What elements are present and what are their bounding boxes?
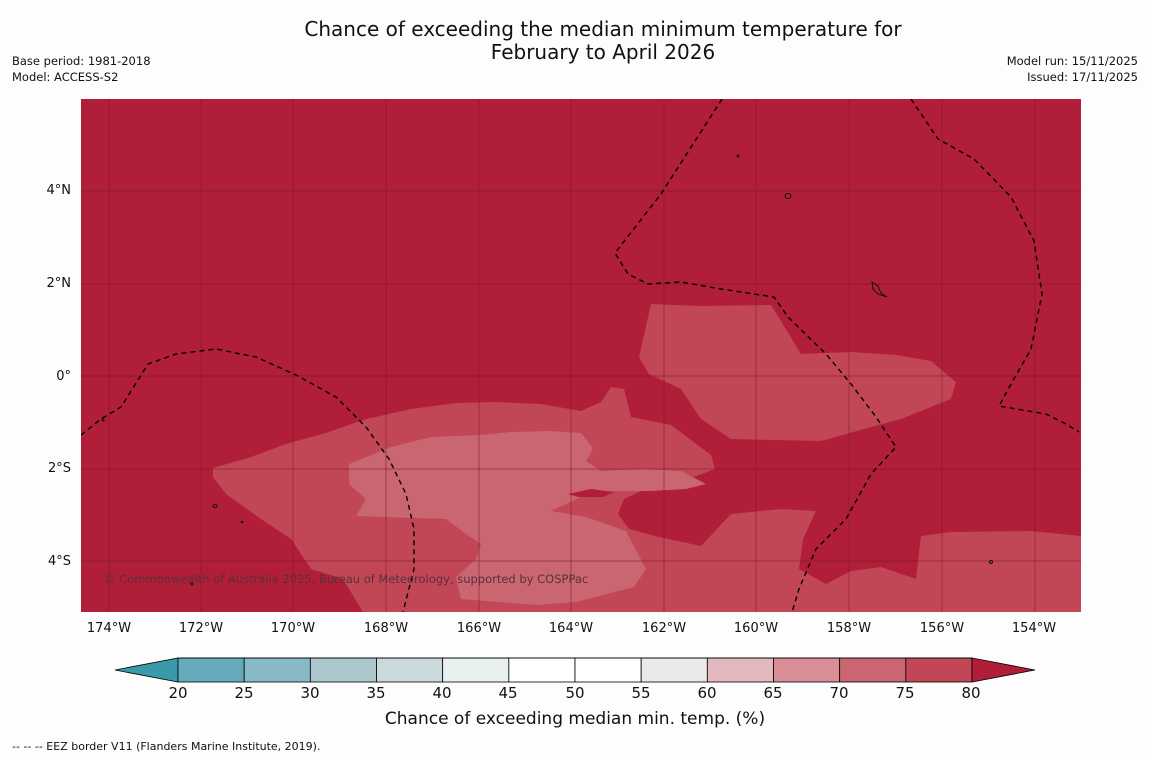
eez-border-west (81, 348, 415, 612)
lon-label-174w: 174°W (86, 621, 132, 636)
colorbar-segment (574, 657, 642, 683)
lon-label-172w: 172°W (178, 621, 224, 636)
colorbar-segment (640, 657, 708, 683)
islands (101, 154, 993, 586)
colorbar-segment (177, 657, 245, 683)
lon-label-156w: 156°W (919, 621, 965, 636)
colorbar-tick-65: 65 (763, 684, 783, 702)
meta-left: Base period: 1981-2018 Model: ACCESS-S2 (12, 53, 151, 85)
category-70-75 (349, 431, 706, 605)
eez-borders (81, 99, 1080, 612)
category-above-80-pocket (568, 489, 614, 497)
copyright-notice: © Commonwealth of Australia 2025, Bureau… (104, 572, 589, 586)
lon-label-158w: 158°W (826, 621, 872, 636)
lon-label-162w: 162°W (641, 621, 687, 636)
colorbar-tick-20: 20 (168, 684, 188, 702)
colorbar-segment (442, 657, 510, 683)
lon-label-168w: 168°W (363, 621, 409, 636)
colorbar-tick-70: 70 (829, 684, 849, 702)
colorbar-segments (115, 657, 1036, 683)
model-name: Model: ACCESS-S2 (12, 70, 119, 84)
colorbar-segment (243, 657, 311, 683)
colorbar (115, 657, 1036, 683)
lon-label-166w: 166°W (456, 621, 502, 636)
colorbar-segment (508, 657, 576, 683)
lat-label-4n: 4°N (46, 183, 72, 198)
eez-footnote: -- -- -- EEZ border V11 (Flanders Marine… (12, 740, 321, 753)
colorbar-label: Chance of exceeding median min. temp. (%… (384, 709, 766, 729)
colorbar-segment (773, 657, 841, 683)
colorbar-segment (115, 657, 179, 683)
meta-right: Model run: 15/11/2025 Issued: 17/11/2025 (1007, 53, 1138, 85)
colorbar-tick-40: 40 (432, 684, 452, 702)
colorbar-segment (905, 657, 973, 683)
colorbar-tick-25: 25 (234, 684, 254, 702)
island-1 (784, 193, 792, 199)
colorbar-segment (376, 657, 444, 683)
island-5 (736, 154, 740, 158)
colorbar-tick-35: 35 (366, 684, 386, 702)
lon-label-170w: 170°W (270, 621, 316, 636)
eez-border-east (910, 99, 1080, 433)
island-8 (190, 582, 194, 586)
map-title: Chance of exceeding the median minimum t… (0, 18, 1150, 64)
title-line-1: Chance of exceeding the median minimum t… (304, 17, 902, 41)
category-75-80-east (639, 304, 956, 441)
colorbar-tick-80: 80 (961, 684, 981, 702)
island-2 (871, 280, 888, 298)
forecast-map (81, 99, 1081, 612)
island-6 (240, 520, 244, 524)
colorbar-tick-75: 75 (895, 684, 915, 702)
colorbar-segment (309, 657, 377, 683)
colorbar-tick-45: 45 (498, 684, 518, 702)
lon-label-154w: 154°W (1011, 621, 1057, 636)
colorbar-segment (971, 657, 1036, 683)
colorbar-tick-60: 60 (697, 684, 717, 702)
colorbar-segment (706, 657, 774, 683)
island-7 (101, 418, 105, 422)
colorbar-segment (839, 657, 907, 683)
title-line-2: February to April 2026 (490, 40, 716, 64)
lat-label-2n: 2°N (46, 276, 72, 291)
lon-label-164w: 164°W (548, 621, 594, 636)
base-period: Base period: 1981-2018 (12, 54, 151, 68)
lat-label-2s: 2°S (47, 461, 71, 476)
issued-date: Issued: 17/11/2025 (1027, 70, 1138, 84)
lat-label-equator: 0° (56, 369, 71, 384)
lon-label-160w: 160°W (733, 621, 779, 636)
eez-border-central (614, 99, 897, 612)
colorbar-tick-30: 30 (300, 684, 320, 702)
graticule (81, 99, 1081, 612)
colorbar-tick-55: 55 (631, 684, 651, 702)
colorbar-tick-50: 50 (565, 684, 585, 702)
model-run: Model run: 15/11/2025 (1006, 54, 1138, 68)
lat-label-4s: 4°S (47, 554, 71, 569)
island-3 (212, 504, 218, 508)
island-4 (989, 560, 993, 564)
